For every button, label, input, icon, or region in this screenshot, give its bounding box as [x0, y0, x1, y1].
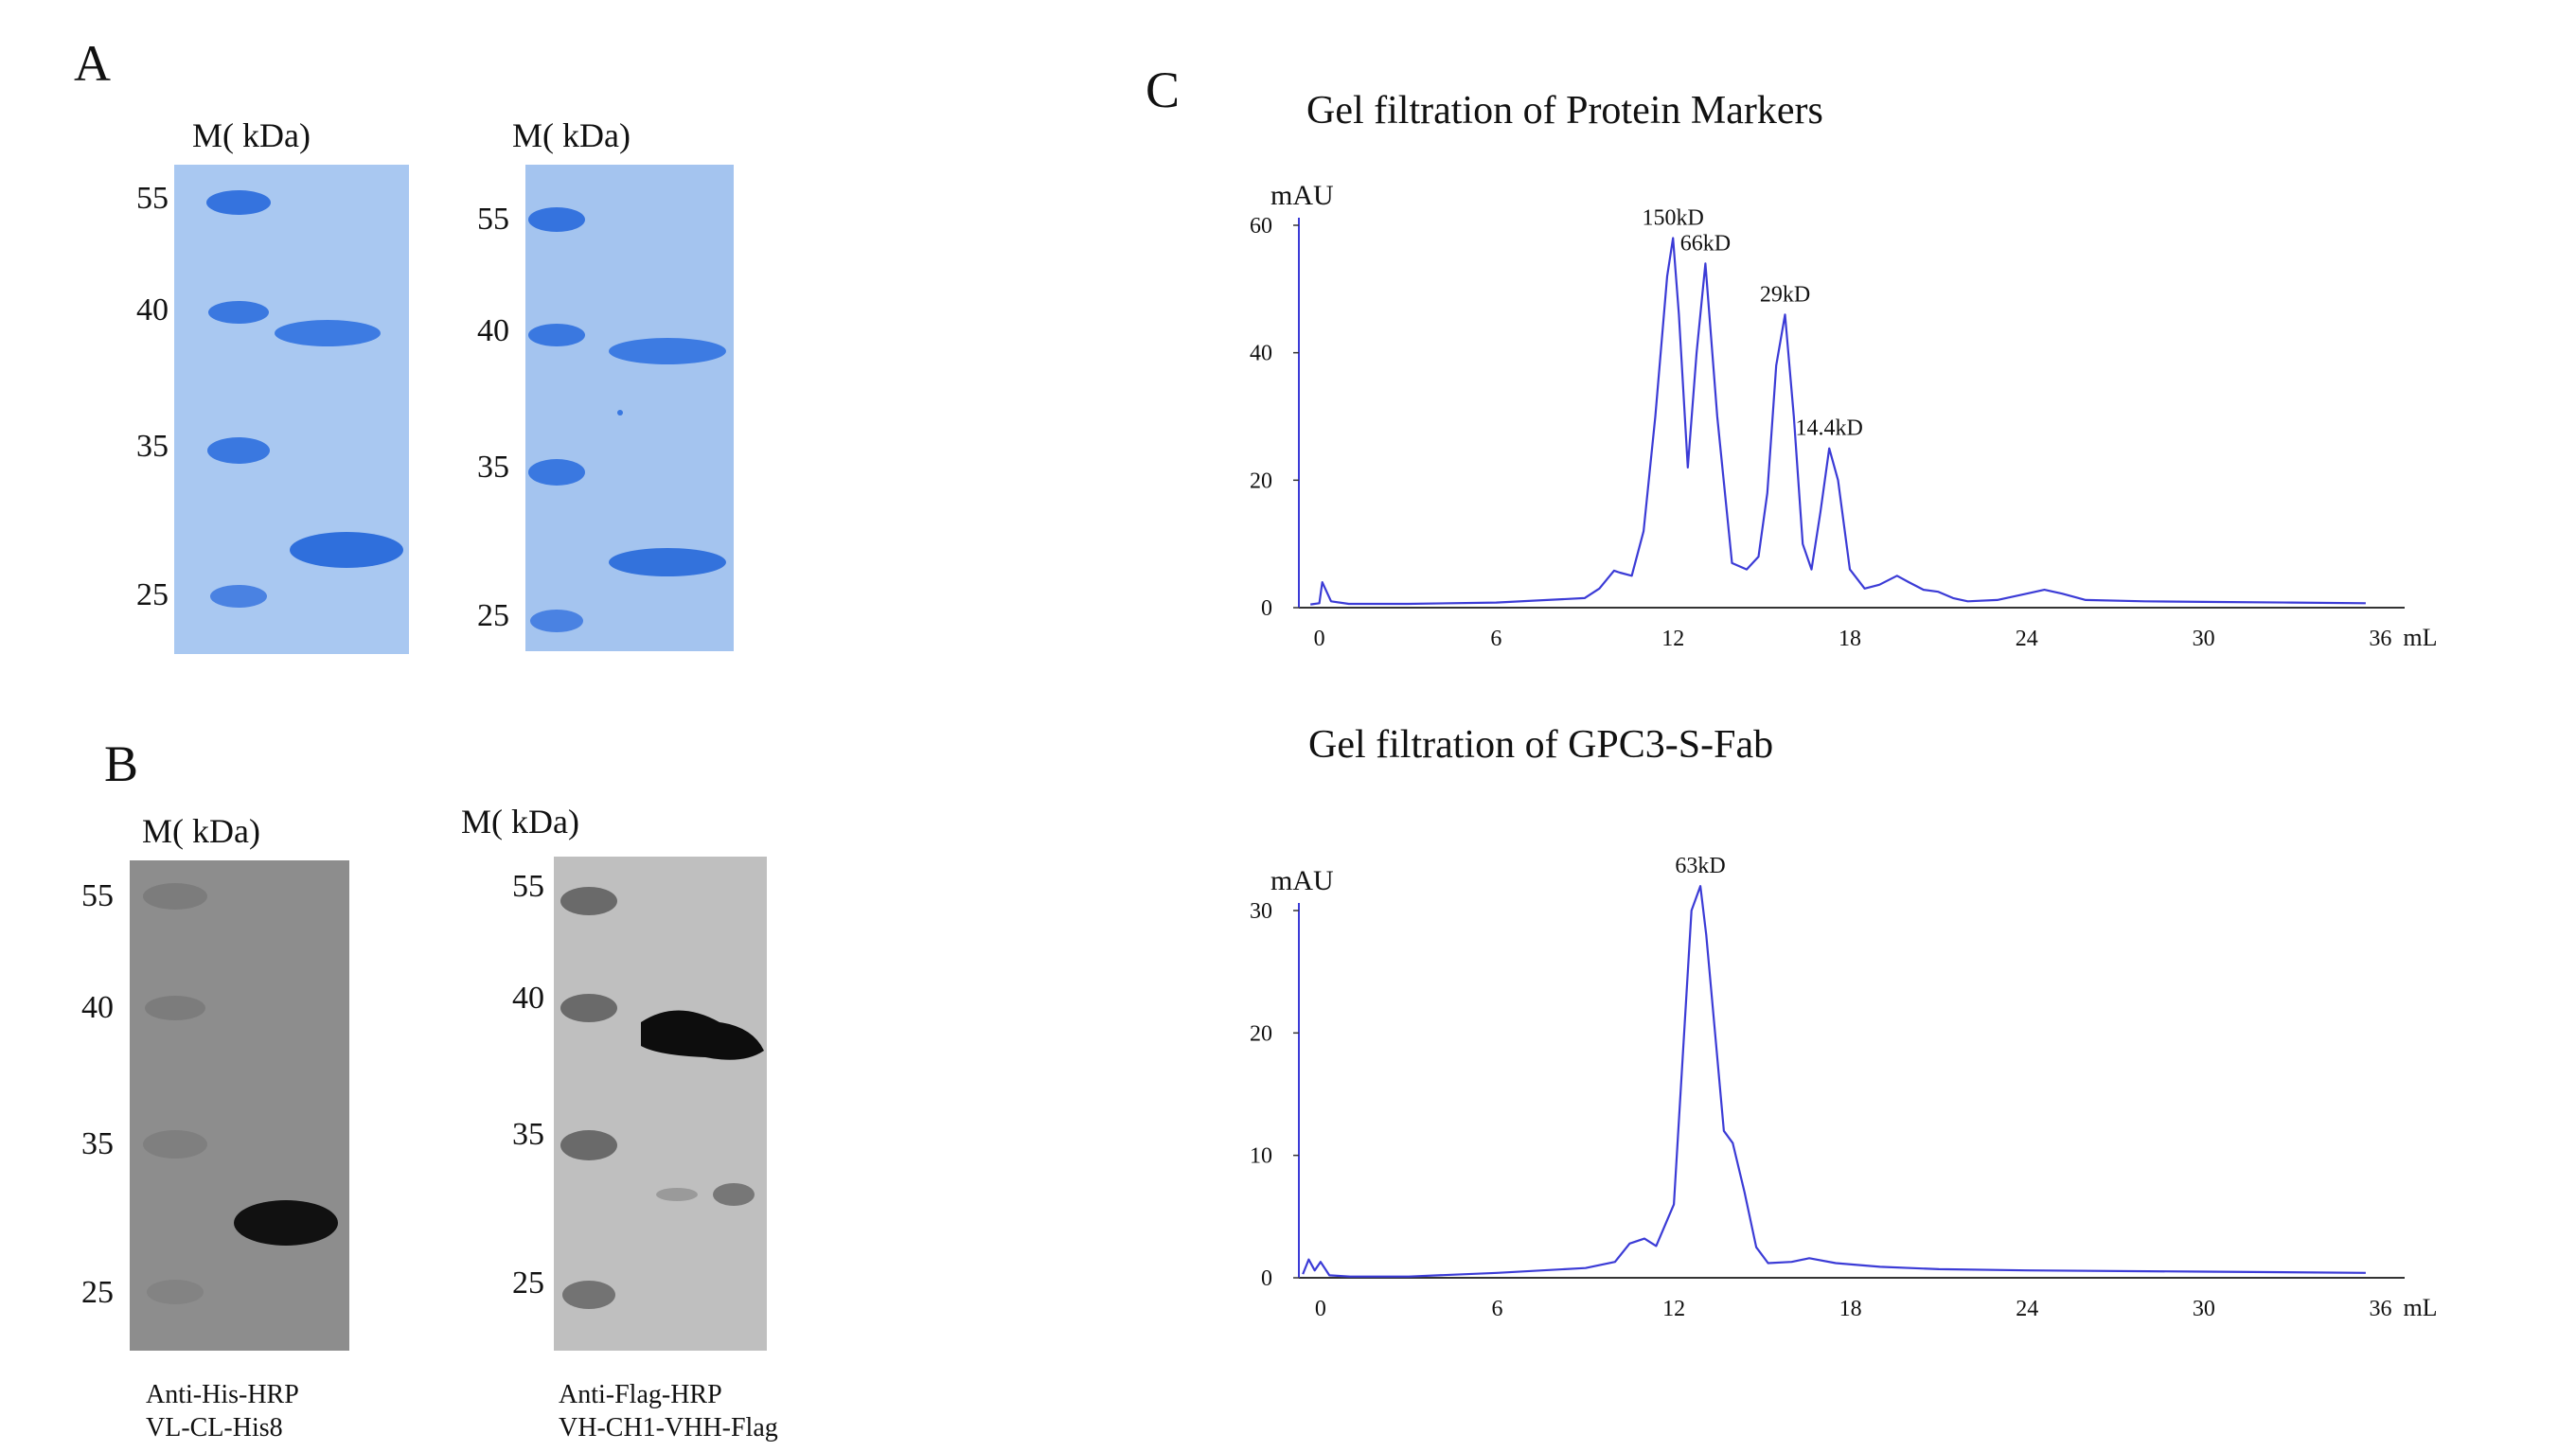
chart1-xtick-label-0: 0: [1314, 627, 1325, 651]
chart1-ylabel: mAU: [1270, 180, 1334, 211]
blot-b2-faint-band-left: [656, 1188, 698, 1201]
chart2-ytick-label-0: 0: [1261, 1266, 1272, 1291]
chart2-ylabel: mAU: [1270, 865, 1334, 896]
gel-a2-tick-35: 35: [477, 450, 509, 485]
blot-b2-caption-line1: Anti-Flag-HRP: [559, 1380, 722, 1409]
gel-a1-tick-35: 35: [136, 429, 169, 464]
chart2-xtick-label-4: 24: [2016, 1297, 2038, 1321]
blot-b2-sample-band: [641, 1010, 764, 1060]
blot-b1-marker-band-25: [147, 1280, 204, 1304]
chart1-xtick-label-1: 6: [1490, 627, 1501, 651]
blot-b1-marker-band-40: [145, 996, 205, 1020]
gel-a2-sample-band-upper: [609, 338, 726, 364]
chart2-xtick-label-3: 18: [1839, 1297, 1862, 1321]
chart2-xtick-label-1: 6: [1491, 1297, 1502, 1321]
blot-b1-sample-band: [234, 1200, 338, 1246]
blot-b2-background: [554, 857, 767, 1351]
blot-b1-caption-line2: VL-CL-His8: [146, 1413, 283, 1442]
blot-b1-tick-35: 35: [81, 1126, 114, 1161]
gel-a2-marker-band-25: [530, 610, 583, 632]
chart2-ytick-label-3: 30: [1250, 899, 1272, 924]
gel-a2-tick-55: 55: [477, 202, 509, 237]
gel-a2-speck: [617, 410, 623, 416]
gel-a1-marker-band-40: [208, 301, 269, 324]
chart2-xtick-label-6: 36: [2369, 1297, 2391, 1321]
blot-b1-tick-40: 40: [81, 990, 114, 1025]
gel-a2-marker-band-55: [528, 207, 585, 232]
gel-a2-tick-25: 25: [477, 598, 509, 633]
chart1-peak-label-0: 150kD: [1643, 205, 1704, 230]
blot-b1-marker-band-35: [143, 1130, 207, 1159]
chart2-plot: mAU 0 10 20 30 0 6 12 18 24 30 36 mL 63kD: [1250, 854, 2438, 1321]
gel-a2-tick-40: 40: [477, 313, 509, 348]
chart1-ytick-label-2: 40: [1250, 342, 1272, 366]
chart2-title: Gel filtration of GPC3-S-Fab: [1308, 723, 1774, 767]
chart1-xtick-label-6: 36: [2369, 627, 2391, 651]
blot-b1-marker-label: M( kDa): [142, 812, 260, 850]
chart1-xtick-label-3: 18: [1839, 627, 1861, 651]
chart2-xtick-label-5: 30: [2193, 1297, 2215, 1321]
gel-a1-tick-40: 40: [136, 292, 169, 327]
gel-a2-marker-label: M( kDa): [512, 116, 631, 154]
chart1-peak-label-3: 14.4kD: [1796, 416, 1863, 441]
blot-b2-image: [554, 857, 767, 1351]
chart2-series-0: [1302, 884, 2366, 1278]
blot-b2-marker-band-55: [560, 887, 617, 915]
blot-b2-tick-35: 35: [512, 1117, 544, 1152]
chart1-xtick-label-2: 12: [1661, 627, 1684, 651]
chart1-peak-label-1: 66kD: [1680, 231, 1731, 256]
panel-label-b: B: [104, 735, 139, 792]
blot-b2-faint-band: [713, 1183, 755, 1206]
blot-b1-background: [130, 860, 349, 1351]
gel-a1-background: [174, 165, 409, 654]
blot-b2-marker-label: M( kDa): [461, 803, 579, 841]
gel-a1-sample-band-upper: [275, 320, 381, 346]
chart2-xtick-label-0: 0: [1315, 1297, 1326, 1321]
gel-a1-tick-55: 55: [136, 181, 169, 216]
blot-b1-tick-25: 25: [81, 1275, 114, 1310]
blot-b2-marker-band-35: [560, 1130, 617, 1160]
chart2-xtick-label-2: 12: [1662, 1297, 1685, 1321]
chart2-xlabel: mL: [2403, 1294, 2437, 1321]
blot-b2-tick-25: 25: [512, 1265, 544, 1301]
blot-b2-caption-line2: VH-CH1-VHH-Flag: [559, 1413, 778, 1442]
chart1-ytick-label-3: 60: [1250, 214, 1272, 239]
chart1-xlabel: mL: [2403, 624, 2437, 651]
chart1-title: Gel filtration of Protein Markers: [1306, 89, 1823, 133]
chart1-ytick-label-1: 20: [1250, 469, 1272, 493]
blot-b2-marker-band-40: [560, 994, 617, 1022]
panel-label-a: A: [74, 35, 111, 92]
gel-a1-marker-band-25: [210, 585, 267, 608]
gel-a1-marker-band-55: [206, 190, 271, 215]
chart2-ytick-label-1: 10: [1250, 1144, 1272, 1169]
gel-a2-marker-band-35: [528, 459, 585, 486]
gel-a2-image: [525, 165, 734, 651]
chart1-ytick-label-0: 0: [1261, 596, 1272, 621]
gel-a1-tick-25: 25: [136, 577, 169, 612]
chart1-xtick-label-5: 30: [2193, 627, 2215, 651]
chart1-xtick-label-4: 24: [2016, 627, 2038, 651]
gel-a2-sample-band-lower: [609, 548, 726, 576]
chart2-peak-label-0: 63kD: [1675, 854, 1725, 878]
gel-a2-marker-band-40: [528, 324, 585, 346]
blot-b1-marker-band-55: [143, 883, 207, 910]
gel-a1-marker-band-35: [207, 437, 270, 464]
blot-b1-tick-55: 55: [81, 878, 114, 913]
chart2-ytick-label-2: 20: [1250, 1021, 1272, 1046]
gel-a1-sample-band-lower: [290, 532, 403, 568]
chart1-series-0: [1310, 237, 2366, 606]
blot-b2-tick-55: 55: [512, 869, 544, 904]
blot-b2-tick-40: 40: [512, 981, 544, 1016]
panel-label-c: C: [1146, 62, 1181, 118]
blot-b1-image: [130, 860, 349, 1351]
gel-a1-image: [174, 165, 409, 654]
blot-b2-marker-band-25: [562, 1281, 615, 1309]
chart1-peak-label-2: 29kD: [1760, 282, 1810, 307]
gel-a1-marker-label: M( kDa): [192, 116, 311, 154]
gel-a2-background: [525, 165, 734, 651]
blot-b1-caption-line1: Anti-His-HRP: [146, 1380, 299, 1409]
